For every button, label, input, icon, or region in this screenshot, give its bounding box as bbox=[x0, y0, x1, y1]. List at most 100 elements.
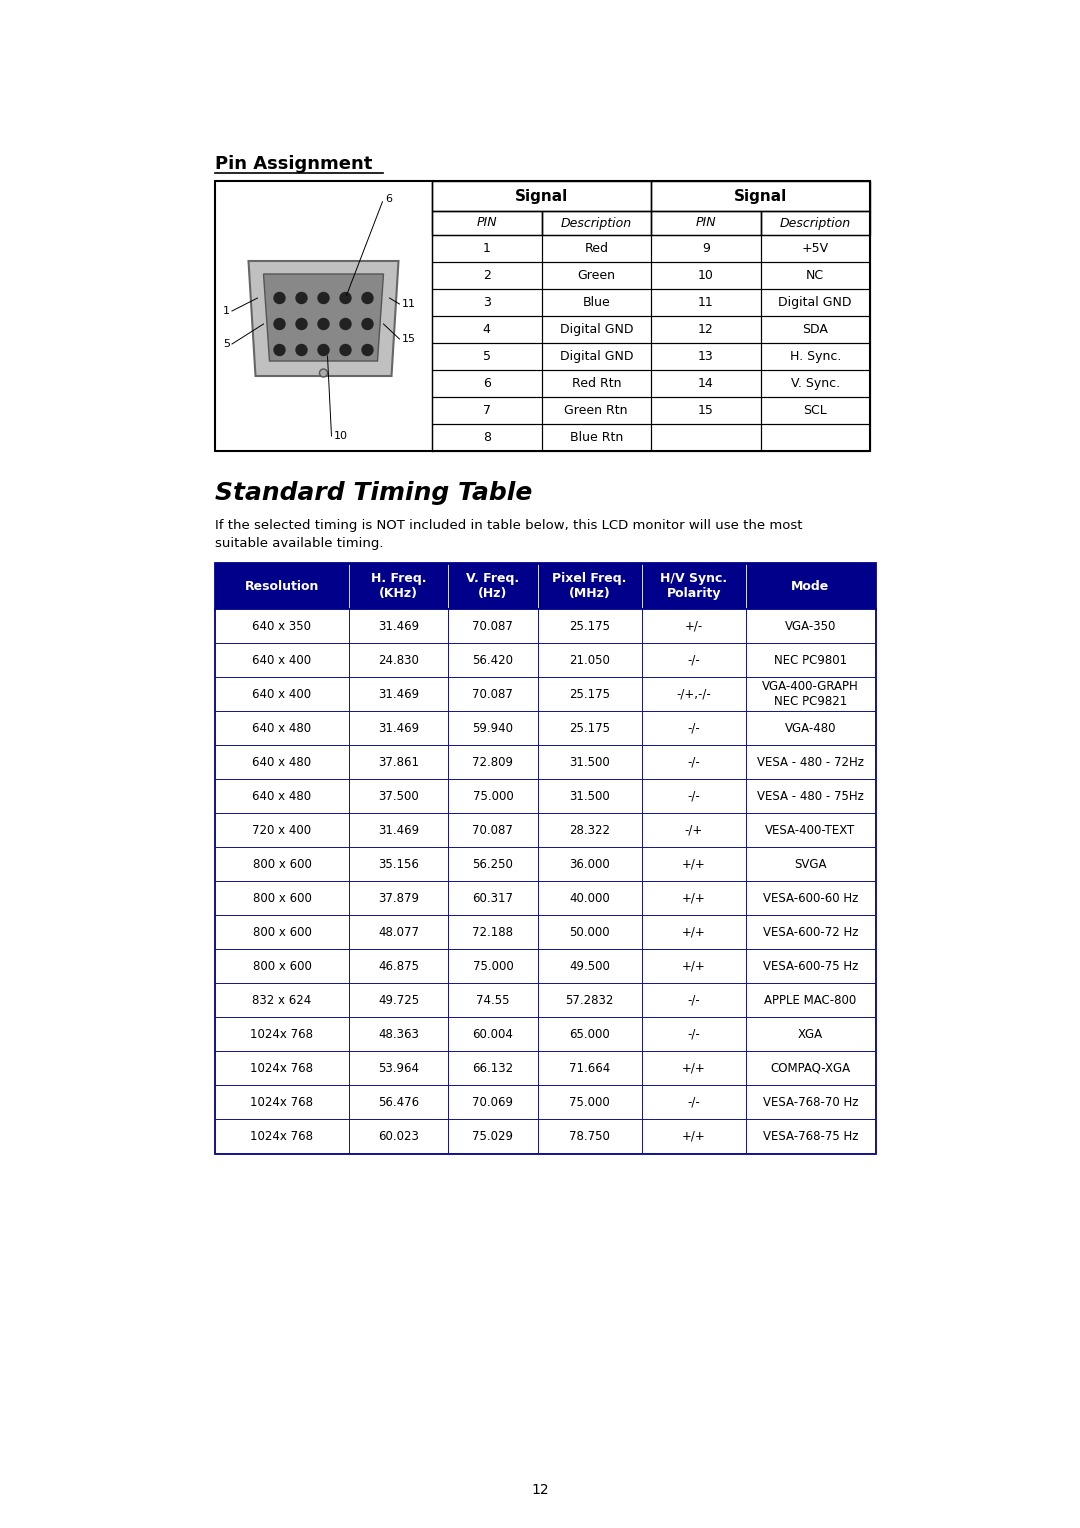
Text: If the selected timing is NOT included in table below, this LCD monitor will use: If the selected timing is NOT included i… bbox=[215, 520, 802, 532]
Bar bbox=[448, 882, 538, 915]
Text: 10: 10 bbox=[334, 431, 348, 442]
Text: 53.964: 53.964 bbox=[378, 1062, 419, 1074]
Text: 46.875: 46.875 bbox=[378, 960, 419, 972]
Text: 31.469: 31.469 bbox=[378, 721, 419, 735]
Bar bbox=[642, 882, 746, 915]
Bar bbox=[746, 677, 875, 711]
Text: suitable available timing.: suitable available timing. bbox=[215, 536, 383, 550]
Text: 1024x 768: 1024x 768 bbox=[251, 1129, 313, 1143]
Text: -/+: -/+ bbox=[685, 824, 703, 836]
Text: VESA-768-75 Hz: VESA-768-75 Hz bbox=[762, 1129, 859, 1143]
Text: Pin Assignment: Pin Assignment bbox=[215, 154, 373, 173]
Bar bbox=[215, 562, 349, 610]
Bar bbox=[538, 1085, 642, 1118]
Bar bbox=[642, 813, 746, 847]
Text: 7: 7 bbox=[483, 403, 490, 417]
Text: COMPAQ-XGA: COMPAQ-XGA bbox=[770, 1062, 851, 1074]
Text: Red: Red bbox=[584, 241, 608, 255]
Bar bbox=[746, 882, 875, 915]
Bar bbox=[349, 983, 448, 1018]
Bar bbox=[448, 915, 538, 949]
Text: NC: NC bbox=[806, 269, 824, 283]
Bar bbox=[448, 1085, 538, 1118]
Bar bbox=[538, 779, 642, 813]
Bar bbox=[349, 949, 448, 983]
Text: 800 x 600: 800 x 600 bbox=[253, 926, 311, 938]
Text: 5: 5 bbox=[222, 339, 230, 348]
Text: 74.55: 74.55 bbox=[476, 993, 510, 1007]
Bar bbox=[538, 1051, 642, 1085]
Text: 40.000: 40.000 bbox=[569, 891, 610, 905]
Bar bbox=[651, 211, 760, 235]
Text: 9: 9 bbox=[702, 241, 710, 255]
Circle shape bbox=[320, 368, 327, 377]
Bar bbox=[215, 711, 349, 746]
Text: 49.725: 49.725 bbox=[378, 993, 419, 1007]
Circle shape bbox=[362, 292, 373, 304]
Text: 1024x 768: 1024x 768 bbox=[251, 1027, 313, 1041]
Text: 720 x 400: 720 x 400 bbox=[253, 824, 311, 836]
Text: 640 x 480: 640 x 480 bbox=[253, 721, 311, 735]
Text: 72.809: 72.809 bbox=[472, 755, 513, 769]
Bar bbox=[642, 610, 746, 643]
Bar bbox=[349, 915, 448, 949]
Bar bbox=[349, 1085, 448, 1118]
Bar bbox=[538, 1118, 642, 1154]
Text: 48.077: 48.077 bbox=[378, 926, 419, 938]
Text: VESA-600-75 Hz: VESA-600-75 Hz bbox=[762, 960, 859, 972]
Bar bbox=[448, 1051, 538, 1085]
Text: -/-: -/- bbox=[688, 790, 700, 802]
Bar bbox=[541, 342, 651, 370]
Text: 75.000: 75.000 bbox=[473, 960, 513, 972]
Text: 24.830: 24.830 bbox=[378, 654, 419, 666]
Circle shape bbox=[318, 318, 329, 330]
Text: VESA-400-TEXT: VESA-400-TEXT bbox=[766, 824, 855, 836]
Text: 8: 8 bbox=[483, 431, 490, 445]
Text: -/-: -/- bbox=[688, 721, 700, 735]
Text: 31.469: 31.469 bbox=[378, 824, 419, 836]
Bar bbox=[432, 235, 541, 261]
Text: 70.069: 70.069 bbox=[472, 1096, 513, 1108]
Text: 800 x 600: 800 x 600 bbox=[253, 857, 311, 871]
Circle shape bbox=[274, 318, 285, 330]
Bar bbox=[448, 562, 538, 610]
Bar bbox=[432, 316, 541, 342]
Bar bbox=[538, 711, 642, 746]
Text: Green: Green bbox=[577, 269, 616, 283]
Circle shape bbox=[274, 292, 285, 304]
Text: 10: 10 bbox=[698, 269, 714, 283]
Text: 28.322: 28.322 bbox=[569, 824, 610, 836]
Bar bbox=[448, 983, 538, 1018]
Bar bbox=[760, 289, 870, 316]
Bar bbox=[448, 643, 538, 677]
Text: +/+: +/+ bbox=[681, 857, 705, 871]
Text: VGA-400-GRAPH
NEC PC9821: VGA-400-GRAPH NEC PC9821 bbox=[762, 680, 859, 707]
Circle shape bbox=[318, 292, 329, 304]
Bar bbox=[746, 562, 875, 610]
Bar bbox=[349, 610, 448, 643]
Bar bbox=[215, 949, 349, 983]
Bar bbox=[541, 235, 651, 261]
Text: 640 x 480: 640 x 480 bbox=[253, 790, 311, 802]
Text: 800 x 600: 800 x 600 bbox=[253, 891, 311, 905]
Bar bbox=[760, 261, 870, 289]
Bar bbox=[746, 610, 875, 643]
Bar bbox=[642, 677, 746, 711]
Text: -/-: -/- bbox=[688, 993, 700, 1007]
Text: -/+,-/-: -/+,-/- bbox=[676, 688, 712, 700]
Text: SDA: SDA bbox=[802, 322, 828, 336]
Bar bbox=[642, 711, 746, 746]
Bar bbox=[642, 847, 746, 882]
Bar bbox=[215, 1051, 349, 1085]
Text: 66.132: 66.132 bbox=[472, 1062, 513, 1074]
Text: 1024x 768: 1024x 768 bbox=[251, 1062, 313, 1074]
Text: 36.000: 36.000 bbox=[569, 857, 610, 871]
Text: APPLE MAC-800: APPLE MAC-800 bbox=[765, 993, 856, 1007]
Text: 832 x 624: 832 x 624 bbox=[253, 993, 312, 1007]
Text: 6: 6 bbox=[483, 377, 490, 390]
Text: -/-: -/- bbox=[688, 1027, 700, 1041]
Text: 75.000: 75.000 bbox=[569, 1096, 610, 1108]
Text: 70.087: 70.087 bbox=[472, 619, 513, 633]
Bar bbox=[746, 1118, 875, 1154]
Text: 56.476: 56.476 bbox=[378, 1096, 419, 1108]
